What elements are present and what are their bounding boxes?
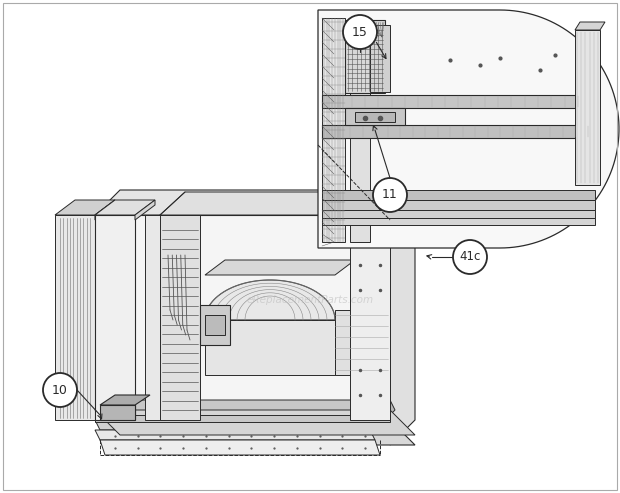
Polygon shape — [355, 112, 395, 122]
Polygon shape — [575, 30, 600, 185]
Polygon shape — [318, 10, 619, 248]
Polygon shape — [322, 210, 595, 218]
Text: 15: 15 — [352, 26, 368, 38]
Text: 10: 10 — [52, 384, 68, 396]
Circle shape — [453, 240, 487, 274]
Polygon shape — [322, 18, 345, 242]
Polygon shape — [322, 200, 595, 210]
Polygon shape — [100, 395, 150, 405]
Polygon shape — [135, 200, 155, 220]
Polygon shape — [390, 190, 415, 445]
Polygon shape — [322, 125, 590, 138]
Polygon shape — [370, 25, 390, 92]
Polygon shape — [100, 405, 135, 420]
Polygon shape — [95, 420, 375, 430]
Polygon shape — [345, 108, 405, 125]
Text: 11: 11 — [382, 188, 398, 202]
Polygon shape — [160, 215, 200, 420]
Polygon shape — [55, 200, 115, 215]
Polygon shape — [205, 260, 355, 275]
Polygon shape — [575, 22, 605, 30]
Polygon shape — [95, 215, 135, 420]
Circle shape — [43, 373, 77, 407]
Polygon shape — [95, 400, 390, 415]
Polygon shape — [95, 200, 115, 220]
Polygon shape — [145, 215, 165, 420]
Polygon shape — [95, 430, 375, 440]
Polygon shape — [95, 200, 155, 215]
Polygon shape — [322, 218, 595, 225]
Polygon shape — [55, 215, 95, 420]
Polygon shape — [350, 215, 390, 420]
Polygon shape — [322, 95, 580, 108]
Polygon shape — [100, 440, 380, 455]
Polygon shape — [350, 25, 370, 242]
Polygon shape — [335, 310, 390, 375]
Circle shape — [343, 15, 377, 49]
Polygon shape — [95, 410, 415, 435]
Polygon shape — [95, 190, 415, 215]
Polygon shape — [160, 192, 415, 215]
Polygon shape — [345, 20, 385, 93]
Text: 41c: 41c — [459, 250, 481, 263]
Polygon shape — [322, 190, 595, 200]
Polygon shape — [205, 315, 225, 335]
Polygon shape — [370, 400, 395, 430]
Polygon shape — [95, 415, 390, 422]
Circle shape — [373, 178, 407, 212]
Polygon shape — [205, 280, 335, 320]
Polygon shape — [95, 215, 390, 420]
Text: eReplacementParts.com: eReplacementParts.com — [246, 295, 374, 305]
Polygon shape — [200, 305, 230, 345]
Polygon shape — [205, 320, 335, 375]
Polygon shape — [95, 420, 415, 445]
